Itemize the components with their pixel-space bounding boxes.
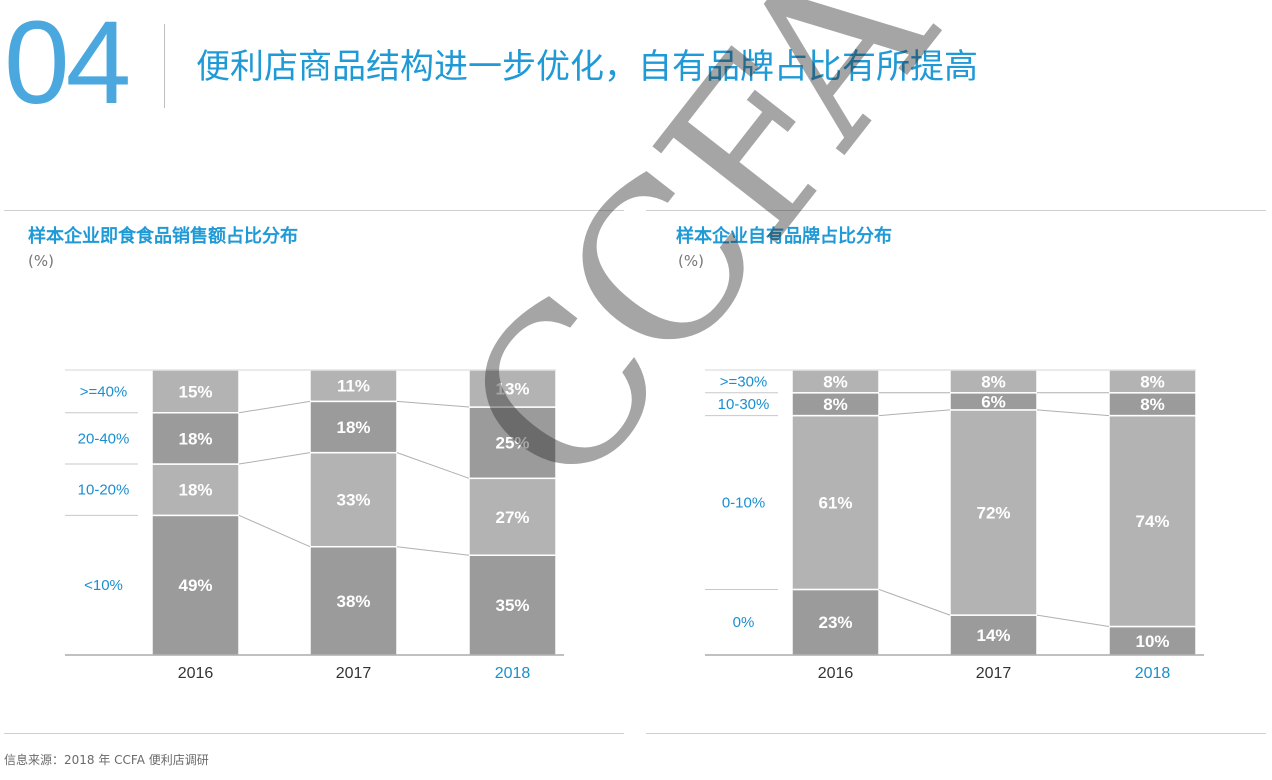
- left-bar-2017-20-40: [309, 400, 398, 454]
- right-x-tick-2017: 2017: [976, 665, 1012, 682]
- right-connector-line: [1036, 614, 1110, 627]
- page-title: 便利店商品结构进一步优化，自有品牌占比有所提高: [196, 47, 978, 87]
- right-data-label: 61%: [818, 494, 852, 513]
- right-legend-label-0: 0%: [733, 614, 755, 631]
- left-data-label: 33%: [336, 491, 370, 510]
- right-data-label: 8%: [823, 395, 848, 414]
- left-data-label: 13%: [495, 380, 529, 399]
- right-data-label: 23%: [818, 613, 852, 632]
- left-chart-title: 样本企业即食食品销售额占比分布: [28, 226, 298, 247]
- right-data-label: 8%: [981, 372, 1006, 391]
- right-data-label: 74%: [1135, 512, 1169, 531]
- left-data-label: 15%: [178, 382, 212, 401]
- right-data-label: 8%: [1140, 372, 1165, 391]
- right-data-label: 8%: [823, 372, 848, 391]
- right-bar-2016-0: [791, 588, 880, 656]
- right-chart-title: 样本企业自有品牌占比分布: [676, 226, 892, 247]
- right-bar-2017-0-10: [949, 409, 1038, 616]
- left-bar-2016-10-20: [151, 463, 240, 517]
- right-data-label: 8%: [1140, 395, 1165, 414]
- right-x-tick-2016: 2016: [818, 665, 854, 682]
- right-legend-label-gte-30: >=30%: [720, 373, 768, 390]
- left-x-tick-2018: 2018: [495, 665, 531, 682]
- left-stacked-bar-chart: 49% 18% 18% 15% 38% 33% 18% 11% 35% 27% 25% 13% <10%…: [65, 369, 564, 682]
- right-bar-2018-0: [1108, 625, 1197, 656]
- source-note: 信息来源：2018 年 CCFA 便利店调研: [4, 753, 209, 767]
- left-legend-label-gte-40: >=40%: [80, 383, 128, 400]
- left-data-label: 18%: [178, 481, 212, 500]
- left-bar-2018-gte-40: [468, 369, 557, 408]
- right-x-tick-2018: 2018: [1135, 665, 1171, 682]
- right-legend-label-0-10: 0-10%: [722, 495, 765, 512]
- left-connector-line: [238, 400, 311, 414]
- right-data-label: 6%: [981, 392, 1006, 411]
- right-bar-2016-0-10: [791, 414, 880, 591]
- left-x-tick-2017: 2017: [336, 665, 372, 682]
- page-number: 04: [4, 0, 131, 129]
- right-panel-bottom-rule: [646, 733, 1266, 734]
- right-chart: 23% 61% 8% 8% 14% 72% 6% 8% 10% 74% 8% 8% 0% 0-10% 10-…: [700, 360, 1210, 690]
- left-data-label: 18%: [178, 429, 212, 448]
- left-connector-line: [238, 452, 311, 465]
- left-bar-2016-gte-40: [151, 369, 240, 414]
- right-bar-2018-0-10: [1108, 414, 1197, 628]
- left-chart-unit: (%): [28, 252, 54, 270]
- right-connector-line: [1036, 409, 1110, 417]
- left-data-label: 18%: [336, 418, 370, 437]
- right-stacked-bar-chart: 23%61%8%8%14%72%6%8%10%74%8%8%0%0-10%10-…: [705, 369, 1204, 682]
- left-chart: 49% 18% 18% 15% 38% 33% 18% 11% 35% 27% 25% 13% <10%…: [60, 360, 570, 690]
- left-panel-bottom-rule: [4, 733, 624, 734]
- left-bar-2018-20-40: [468, 406, 557, 480]
- left-connector-line: [396, 400, 470, 408]
- right-legend-label-10-30: 10-30%: [718, 396, 770, 413]
- left-data-label: 11%: [337, 377, 370, 396]
- left-connector-line: [238, 514, 311, 548]
- left-data-label: 38%: [336, 592, 370, 611]
- right-data-label: 10%: [1135, 632, 1169, 651]
- title-divider: [164, 24, 165, 108]
- left-bar-2017-10-20: [309, 451, 398, 548]
- right-chart-unit: (%): [678, 252, 704, 270]
- left-bar-2018-10-20: [468, 477, 557, 556]
- left-legend-label-lt-10: <10%: [84, 577, 123, 594]
- left-bar-2016-lt-10: [151, 514, 240, 656]
- left-x-tick-2016: 2016: [178, 665, 214, 682]
- right-data-label: 14%: [976, 626, 1010, 645]
- left-data-label: 49%: [178, 576, 212, 595]
- right-connector-line: [878, 588, 951, 616]
- right-connector-line: [878, 409, 951, 417]
- left-data-label: 25%: [495, 434, 529, 453]
- left-data-label: 35%: [495, 596, 529, 615]
- left-bar-2017-gte-40: [309, 369, 398, 403]
- left-panel-top-rule: [4, 210, 624, 211]
- left-connector-line: [396, 546, 470, 556]
- left-data-label: 27%: [495, 508, 529, 527]
- right-panel-top-rule: [646, 210, 1266, 211]
- left-legend-label-20-40: 20-40%: [78, 430, 130, 447]
- left-connector-line: [396, 452, 470, 479]
- left-legend-label-10-20: 10-20%: [78, 482, 130, 499]
- right-data-label: 72%: [976, 504, 1010, 523]
